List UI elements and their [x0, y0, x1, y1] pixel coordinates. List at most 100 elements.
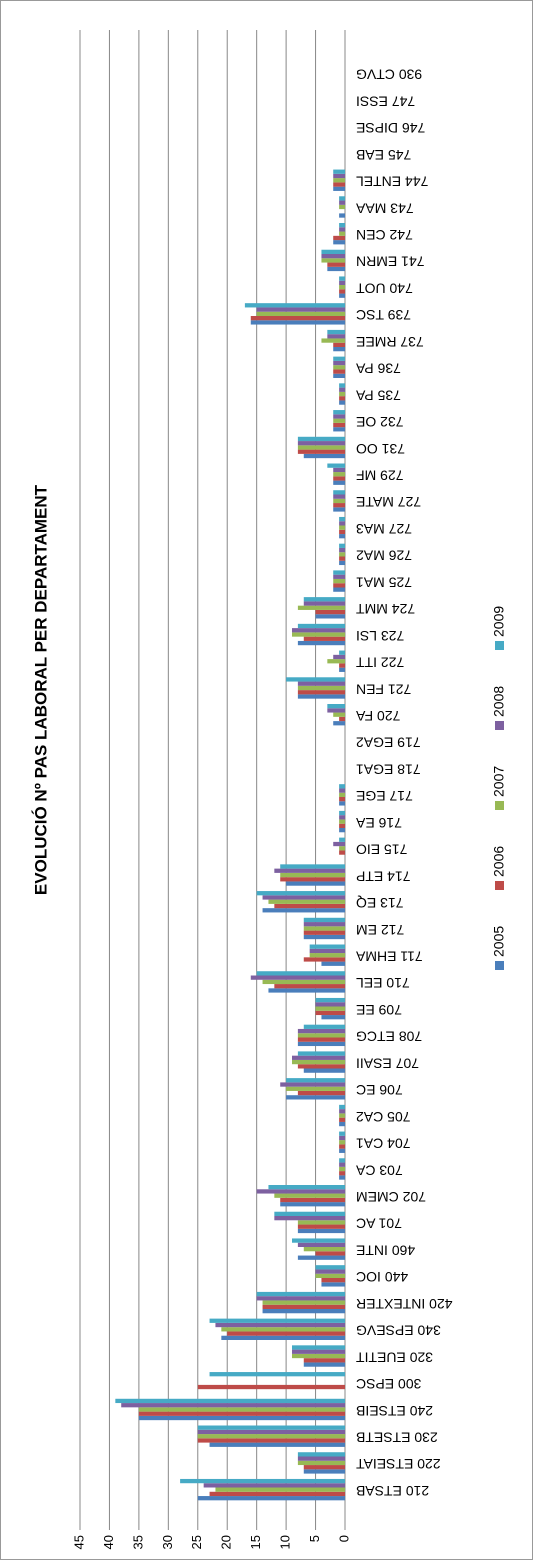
bar: [333, 173, 346, 179]
bar: [333, 503, 346, 508]
x-tick-label: 710 EEL: [356, 975, 410, 991]
x-tick-label: 705 CA2: [356, 1109, 411, 1125]
x-tick-label: 340 EPSEVG: [356, 1323, 441, 1339]
bar: [315, 1006, 345, 1011]
bar: [339, 543, 346, 548]
bar: [339, 1140, 346, 1145]
x-tick-label: 741 EMRN: [356, 254, 424, 270]
bar: [303, 453, 345, 459]
bar: [333, 182, 346, 187]
bar: [339, 200, 346, 205]
bar: [333, 240, 346, 245]
bar: [286, 1078, 346, 1083]
x-tick-label: 727 MA3: [356, 521, 412, 537]
bar: [297, 1220, 345, 1225]
bar: [333, 583, 346, 588]
chart-title: EVOLUCIÓ Nº PAS LABORAL PER DEPARTAMENT: [31, 484, 50, 895]
bar: [339, 1162, 346, 1167]
bar: [303, 601, 345, 606]
bar: [321, 249, 346, 255]
bar: [209, 1491, 345, 1497]
bar: [339, 837, 346, 842]
bar: [339, 1171, 346, 1176]
bar: [327, 708, 346, 713]
x-tick-label: 742 CEN: [356, 227, 413, 243]
bar: [303, 957, 345, 962]
bar: [303, 1469, 345, 1474]
bar: [333, 654, 346, 660]
bar: [197, 1429, 345, 1435]
legend-swatch: [495, 641, 504, 650]
bar: [333, 498, 346, 504]
bar: [297, 436, 345, 442]
bar: [292, 1238, 345, 1243]
bar: [303, 926, 345, 931]
x-tick-label: 739 TSC: [356, 307, 411, 323]
bar: [280, 872, 346, 878]
y-tick-label: 15: [248, 1535, 263, 1549]
x-tick-label: 703 CA: [355, 1162, 402, 1178]
bar: [333, 467, 346, 473]
bar: [339, 196, 346, 201]
bar: [333, 587, 346, 592]
bar: [309, 944, 345, 949]
bar: [339, 387, 346, 392]
bar: [321, 254, 346, 259]
bar: [339, 827, 346, 833]
bar: [339, 1131, 346, 1136]
legend-swatch: [495, 881, 504, 890]
bar: [286, 677, 346, 682]
x-tick-label: 713 EQ: [356, 895, 404, 911]
bar: [321, 258, 346, 263]
bar: [333, 373, 346, 378]
bar: [339, 1117, 346, 1122]
bar: [297, 449, 345, 454]
bar: [180, 1478, 345, 1484]
x-tick-label: 718 EGA1: [356, 761, 421, 777]
bar: [286, 881, 346, 886]
bar: [138, 1415, 345, 1421]
x-tick-label: 706 EC: [356, 1082, 403, 1098]
bar: [339, 383, 346, 388]
bar: [339, 529, 346, 535]
x-tick-label: 729 MF: [356, 467, 403, 483]
y-tick-label: 40: [101, 1535, 116, 1549]
bar: [333, 356, 346, 361]
bar: [297, 1456, 345, 1461]
x-tick-label: 744 ENTEL: [356, 174, 429, 190]
bar: [339, 1109, 346, 1114]
x-tick-label: 731 OO: [356, 441, 405, 457]
bar: [292, 628, 345, 633]
bar: [262, 908, 345, 913]
x-tick-label: 743 MAA: [355, 200, 413, 216]
x-tick-label: 708 ETCG: [356, 1029, 422, 1045]
bar: [303, 1068, 345, 1073]
bar: [333, 418, 346, 423]
bar: [286, 1095, 346, 1100]
x-tick-label: 704 CA1: [356, 1136, 411, 1152]
bar: [339, 650, 346, 655]
x-tick-label: 712 EM: [356, 922, 404, 938]
bar: [215, 1322, 345, 1328]
x-tick-label: 300 EPSC: [356, 1376, 421, 1392]
bar: [297, 623, 345, 629]
x-tick-label: 230 ETSETB: [356, 1429, 438, 1445]
bar: [221, 1327, 345, 1332]
bar: [297, 690, 345, 695]
bar: [333, 186, 346, 191]
x-tick-label: 707 ESAII: [356, 1055, 419, 1071]
x-tick-label: 930 CTVG: [356, 67, 422, 83]
bar: [339, 667, 346, 672]
bar: [339, 1113, 346, 1118]
bar: [215, 1487, 345, 1492]
legend-label: 2006: [491, 846, 507, 877]
bar: [339, 801, 346, 806]
bar: [333, 342, 346, 347]
bar: [209, 1318, 345, 1323]
bar: [333, 494, 346, 499]
x-tick-label: 736 PA: [355, 361, 401, 377]
bar: [309, 953, 345, 958]
bar: [327, 659, 346, 664]
bar: [339, 276, 346, 281]
chart-area: EVOLUCIÓ Nº PAS LABORAL PER DEPARTAMENT …: [31, 30, 507, 1549]
